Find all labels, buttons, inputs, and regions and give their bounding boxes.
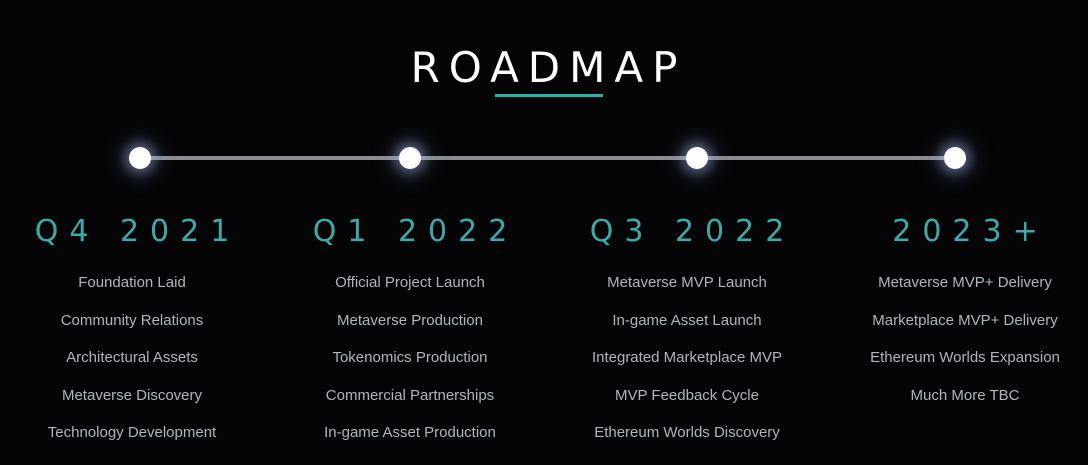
milestone-item: Ethereum Worlds Discovery	[557, 414, 817, 452]
roadmap-column-2023-plus: 2023+ Metaverse MVP+ Delivery Marketplac…	[835, 212, 1088, 414]
milestone-item: Metaverse MVP Launch	[557, 264, 817, 302]
period-heading: Q4 2021	[2, 212, 262, 252]
page-title: ROADMAP	[0, 42, 1088, 94]
milestone-item: Technology Development	[2, 414, 262, 452]
milestone-list: Metaverse MVP+ Delivery Marketplace MVP+…	[835, 264, 1088, 414]
milestone-item: Integrated Marketplace MVP	[557, 339, 817, 377]
milestone-item: Much More TBC	[835, 377, 1088, 415]
milestone-item: Architectural Assets	[2, 339, 262, 377]
milestone-item: Metaverse Production	[280, 302, 540, 340]
milestone-item: MVP Feedback Cycle	[557, 377, 817, 415]
milestone-item: In-game Asset Production	[280, 414, 540, 452]
milestone-item: Tokenomics Production	[280, 339, 540, 377]
milestone-item: Commercial Partnerships	[280, 377, 540, 415]
timeline-node-2023-plus	[944, 147, 966, 169]
roadmap-column-q4-2021: Q4 2021 Foundation Laid Community Relati…	[2, 212, 262, 452]
milestone-item: Community Relations	[2, 302, 262, 340]
timeline-node-q4-2021	[129, 147, 151, 169]
period-heading: Q1 2022	[280, 212, 540, 252]
roadmap-column-q1-2022: Q1 2022 Official Project Launch Metavers…	[280, 212, 540, 452]
milestone-list: Official Project Launch Metaverse Produc…	[280, 264, 540, 452]
milestone-item: Marketplace MVP+ Delivery	[835, 302, 1088, 340]
milestone-item: Metaverse Discovery	[2, 377, 262, 415]
title-underline	[495, 94, 603, 97]
milestone-item: In-game Asset Launch	[557, 302, 817, 340]
timeline-line	[139, 156, 955, 160]
milestone-list: Foundation Laid Community Relations Arch…	[2, 264, 262, 452]
milestone-item: Official Project Launch	[280, 264, 540, 302]
period-heading: Q3 2022	[557, 212, 817, 252]
roadmap-column-q3-2022: Q3 2022 Metaverse MVP Launch In-game Ass…	[557, 212, 817, 452]
timeline-node-q3-2022	[686, 147, 708, 169]
timeline-node-q1-2022	[399, 147, 421, 169]
milestone-list: Metaverse MVP Launch In-game Asset Launc…	[557, 264, 817, 452]
milestone-item: Metaverse MVP+ Delivery	[835, 264, 1088, 302]
period-heading: 2023+	[835, 212, 1088, 252]
milestone-item: Foundation Laid	[2, 264, 262, 302]
milestone-item: Ethereum Worlds Expansion	[835, 339, 1088, 377]
